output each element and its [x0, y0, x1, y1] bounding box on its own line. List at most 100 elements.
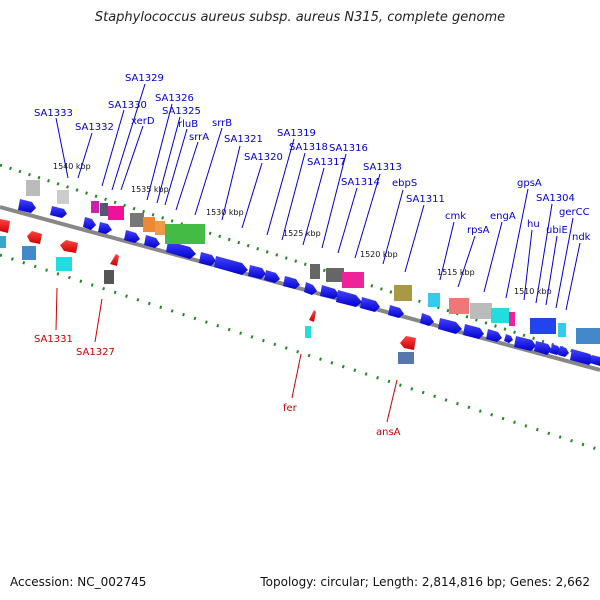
gene-feature	[428, 293, 440, 307]
gene-arrow	[0, 219, 10, 233]
gene-label: xerD	[131, 116, 155, 127]
gene-feature	[326, 268, 344, 282]
gene-arrow	[83, 217, 96, 230]
gene-feature	[449, 298, 469, 314]
kbp-label: 1515 kbp	[437, 268, 475, 277]
gene-label: SA1333	[34, 108, 73, 119]
gene-feature	[56, 257, 72, 271]
gene-label: SA1318	[289, 142, 328, 153]
bottom-labels: SA1331 SA1327 fer ansA	[34, 334, 401, 438]
reverse-gene-track	[0, 219, 416, 364]
gene-feature	[143, 217, 155, 232]
gene-arrow	[166, 241, 196, 259]
outer-tick-track	[0, 163, 600, 362]
bottom-leader-lines	[55, 287, 398, 423]
gene-arrow	[283, 276, 300, 289]
gene-arrow	[199, 252, 216, 266]
gene-feature	[26, 180, 40, 196]
top-labels: SA1333 SA1332 SA1330 SA1329 xerD SA1326 …	[34, 73, 591, 243]
gene-arrow	[558, 346, 569, 357]
gene-label: SA1313	[363, 162, 402, 173]
gene-label: SA1326	[155, 93, 194, 104]
gene-arrow	[304, 282, 317, 295]
gene-feature	[491, 308, 509, 323]
gene-label: SA1314	[341, 177, 380, 188]
gene-label: rpsA	[467, 225, 490, 236]
gene-label: SA1311	[406, 194, 445, 205]
gene-arrow	[214, 256, 248, 275]
gene-feature	[0, 236, 6, 248]
gene-feature	[558, 323, 566, 337]
gene-feature	[342, 272, 364, 288]
gene-label: gerCC	[559, 207, 590, 218]
gene-arrow	[550, 344, 561, 355]
topology-text: Topology: circular; Length: 2,814,816 bp…	[260, 575, 590, 589]
gene-arrow	[360, 297, 380, 312]
gene-label: rluB	[178, 119, 198, 130]
gene-arrow	[534, 341, 552, 355]
gene-label: srrA	[189, 132, 209, 143]
gene-arrow	[336, 290, 362, 307]
gene-arrow	[144, 235, 160, 248]
gene-arrow	[438, 318, 462, 334]
gene-arrow	[98, 222, 112, 234]
gene-label: SA1331	[34, 334, 73, 345]
gene-label: SA1325	[162, 106, 201, 117]
gene-label: SA1317	[307, 157, 346, 168]
gene-feature	[305, 326, 311, 338]
gene-label: srrB	[212, 118, 232, 129]
gene-label: SA1316	[329, 143, 368, 154]
kbp-label: 1520 kbp	[360, 250, 398, 259]
gene-label: engA	[490, 211, 516, 222]
gene-arrow	[514, 336, 536, 351]
gene-arrow	[60, 240, 78, 253]
gene-label: SA1321	[224, 134, 263, 145]
gene-label: SA1327	[76, 347, 115, 358]
gene-arrow	[27, 231, 42, 244]
gene-label: hu	[527, 219, 540, 230]
genome-backbone	[0, 205, 600, 372]
gene-arrow	[110, 254, 119, 266]
gene-arrow	[264, 270, 280, 283]
top-leader-lines	[55, 83, 581, 311]
gene-feature	[394, 285, 412, 301]
kbp-label: 1530 kbp	[206, 208, 244, 217]
gene-feature	[576, 328, 600, 344]
gene-feature	[310, 264, 320, 279]
gene-feature	[155, 221, 165, 235]
kbp-label: 1510 kbp	[514, 287, 552, 296]
gene-arrow	[504, 334, 513, 343]
kbp-label: 1540 kbp	[53, 162, 91, 171]
gene-label: SA1329	[125, 73, 164, 84]
gene-arrow	[309, 310, 316, 322]
gene-arrow	[388, 305, 404, 318]
gene-feature	[100, 203, 108, 216]
gene-feature	[57, 190, 69, 204]
gene-label: SA1319	[277, 128, 316, 139]
gene-arrow	[463, 324, 484, 339]
gene-arrow	[320, 285, 339, 299]
forward-gene-track	[18, 199, 600, 366]
gene-arrow	[590, 355, 600, 366]
gene-feature	[530, 318, 556, 334]
gene-label: ubiE	[546, 225, 568, 236]
gene-arrow	[50, 206, 67, 218]
gene-feature	[104, 270, 114, 284]
gene-feature	[22, 246, 36, 260]
gene-label: ebpS	[392, 178, 417, 189]
accession-text: Accession: NC_002745	[10, 575, 147, 589]
gene-arrow	[570, 349, 594, 365]
gene-feature	[509, 312, 515, 326]
gene-feature	[398, 352, 414, 364]
gene-label: SA1320	[244, 152, 283, 163]
gene-feature	[130, 213, 144, 227]
kbp-label: 1525 kbp	[283, 229, 321, 238]
gene-feature	[91, 201, 99, 213]
gene-label: ansA	[376, 427, 401, 438]
gene-label: cmk	[445, 211, 466, 222]
gene-label: SA1330	[108, 100, 147, 111]
gene-feature	[108, 206, 124, 220]
gene-feature	[470, 303, 492, 319]
gene-label: SA1332	[75, 122, 114, 133]
